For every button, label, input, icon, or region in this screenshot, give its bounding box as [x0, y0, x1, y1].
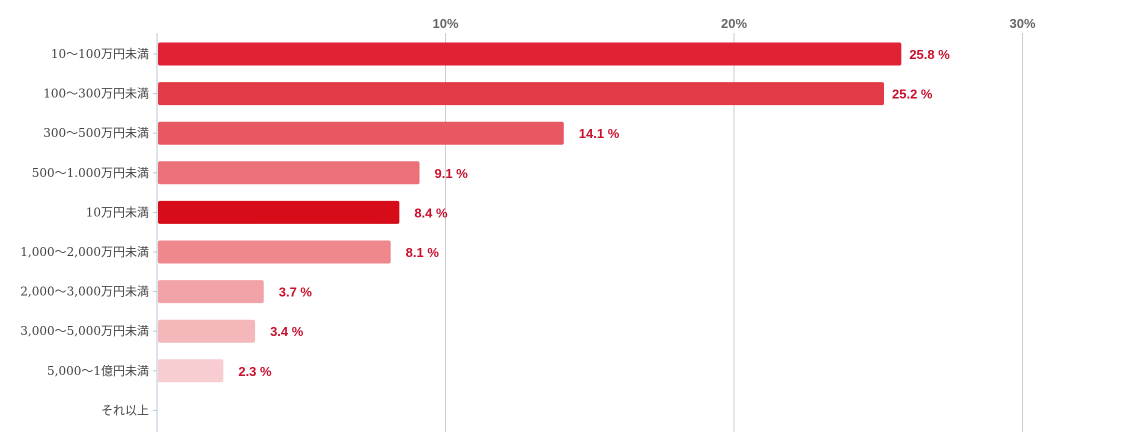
bar: [158, 280, 264, 304]
bar: [158, 200, 400, 224]
category-label: 10万円未満: [86, 205, 149, 219]
bar: [158, 42, 902, 66]
category-label: 2,000〜3,000万円未満: [20, 285, 149, 299]
value-label: 3.7 %: [279, 285, 313, 300]
category-label: 100〜300万円未満: [43, 87, 149, 101]
value-label: 8.1 %: [406, 245, 440, 260]
bar: [158, 319, 256, 343]
category-label: それ以上: [101, 403, 149, 417]
value-label: 3.4 %: [270, 324, 304, 339]
bar: [158, 82, 885, 106]
bar: [158, 161, 420, 185]
bar-layer: [158, 42, 902, 383]
value-label: 14.1 %: [579, 126, 620, 141]
category-label: 500〜1.000万円未満: [32, 166, 149, 180]
value-label: 8.4 %: [414, 205, 448, 220]
category-label: 10〜100万円未満: [51, 47, 149, 61]
category-label: 1,000〜2,000万円未満: [20, 245, 149, 259]
bar: [158, 240, 391, 264]
value-label: 9.1 %: [435, 166, 469, 181]
value-label: 25.8 %: [909, 47, 950, 62]
category-label: 300〜500万円未満: [43, 126, 149, 140]
label-layer: 10〜100万円未満 25.8 % 100〜300万円未満 25.2 % 300〜500…: [20, 47, 950, 417]
axis-layer: 10% 20% 30%: [153, 16, 1036, 432]
x-tick-label: 20%: [721, 16, 747, 31]
value-label: 25.2 %: [892, 87, 933, 102]
x-tick-label: 30%: [1009, 16, 1035, 31]
bar: [158, 359, 224, 383]
category-label: 5,000〜1億円未満: [47, 364, 149, 378]
value-label: 2.3 %: [238, 364, 272, 379]
category-label: 3,000〜5,000万円未満: [20, 324, 149, 338]
bar: [158, 121, 564, 145]
x-tick-label: 10%: [432, 16, 458, 31]
